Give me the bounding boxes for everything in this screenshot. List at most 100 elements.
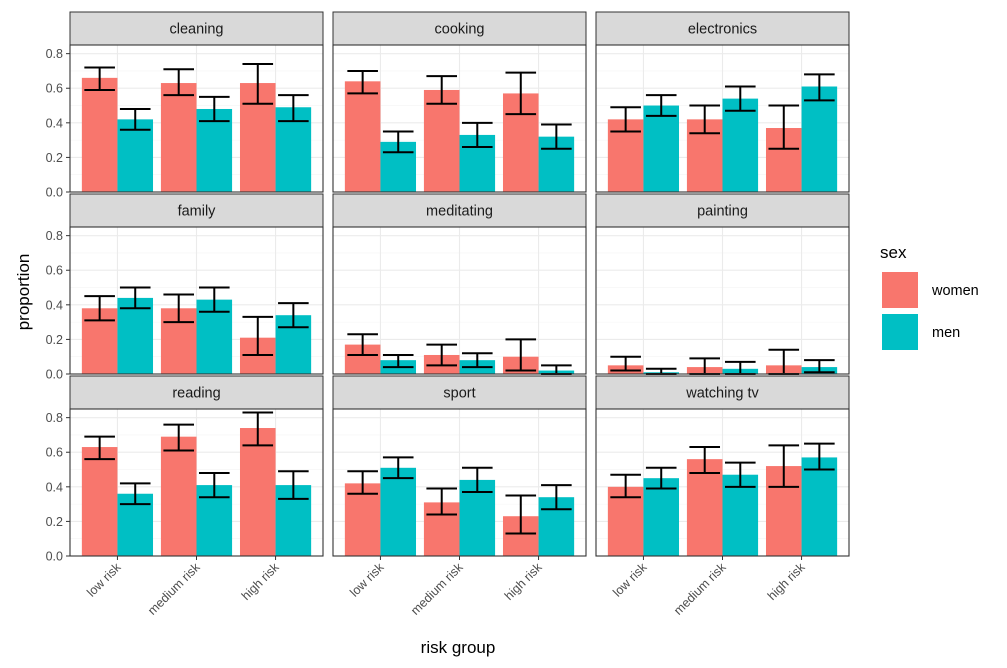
axis-titles: risk group proportion [14,254,495,657]
error-bar-women-high-risk [768,104,800,150]
x-tick-label: medium risk [145,560,203,618]
panel-cleaning: cleaning 0.0 0.2 0.4 0.6 0.8 [46,11,324,200]
error-bar-women-low-risk [610,106,641,133]
error-bar-women-low-risk [347,69,378,95]
error-bar-men-medium-risk [461,466,493,494]
error-bar-women-medium-risk [163,423,195,452]
error-bar-women-medium-risk [426,75,458,105]
bar-women-medium-risk [160,436,197,556]
panel-border [69,44,324,193]
x-tick-label: low risk [347,560,387,600]
y-tick-label: 0.2 [46,515,63,529]
x-tick-label: low risk [610,560,650,600]
error-bar-men-high-risk [278,470,309,500]
error-bar-men-medium-risk [198,95,230,123]
y-tick-label: 0.2 [46,151,63,165]
error-bar-men-high-risk [278,302,309,329]
y-tick-label: 0.2 [46,333,63,347]
bar-women-low-risk [81,447,118,556]
y-tick-label: 0.0 [46,550,63,564]
error-bar-men-low-risk [119,286,151,310]
y-axis-title: proportion [14,254,33,331]
panel-family: family 0.0 0.2 0.4 0.6 0.8 [46,193,324,382]
y-tick-label: 0.6 [46,264,63,278]
legend-label-men: men [932,325,960,341]
panel-cooking: cooking [332,11,587,193]
error-bar-women-high-risk [768,444,800,488]
chart-panels: cleaning 0.0 0.2 0.4 0.6 0.8 cooking electronic… [46,11,850,618]
y-tick-label: 0.8 [46,47,63,61]
error-bar-men-medium-risk [724,85,756,112]
error-bar-women-low-risk [610,473,641,499]
panel-title: cooking [435,22,485,38]
y-tick-label: 0.4 [46,480,63,494]
x-tick-label: high risk [239,560,282,603]
bar-women-low-risk [81,77,118,192]
legend-key-men [882,314,918,350]
bar-men-low-risk [643,478,680,556]
panel-border [69,226,324,375]
x-tick-label: high risk [765,560,808,603]
panel-title: sport [443,386,475,402]
x-tick-label: medium risk [671,560,729,618]
error-bar-women-medium-risk [689,104,721,135]
error-bar-men-medium-risk [461,352,493,369]
bar-women-low-risk [344,483,381,556]
error-bar-women-low-risk [84,66,115,91]
panel-painting: painting [595,193,850,375]
bar-women-medium-risk [423,89,460,192]
bar-men-medium-risk [722,98,759,192]
panel-title: meditating [426,204,493,220]
error-bar-men-low-risk [119,482,151,506]
legend-key-women [882,272,918,308]
bar-women-low-risk [344,81,381,192]
bar-men-high-risk [801,86,838,192]
strip-cooking [332,11,587,46]
panel-border [332,44,587,193]
y-tick-label: 0.6 [46,82,63,96]
bar-women-low-risk [607,486,644,556]
error-bar-women-high-risk [242,411,274,447]
error-bar-men-high-risk [541,123,572,150]
panel-border [595,44,850,193]
error-bar-women-medium-risk [163,68,195,97]
bar-men-medium-risk [722,474,759,556]
x-tick-label: low risk [84,560,124,600]
legend-title: sex [880,243,907,262]
error-bar-men-high-risk [804,359,835,374]
panel-meditating: meditating [332,193,587,375]
strip-watching-tv [595,375,850,410]
strip-painting [595,193,850,228]
bar-women-medium-risk [686,459,723,556]
y-tick-label: 0.6 [46,446,63,460]
error-bar-women-medium-risk [689,446,721,474]
strip-electronics [595,11,850,46]
error-bar-women-high-risk [505,71,537,116]
bar-women-medium-risk [160,83,197,192]
bar-women-high-risk [239,428,276,556]
error-bar-women-high-risk [505,494,537,535]
bar-men-medium-risk [196,108,233,192]
panel-electronics: electronics [595,11,850,193]
error-bar-women-high-risk [242,315,274,356]
panel-reading: reading 0.0 0.2 0.4 0.6 0.8 low risk medium ris… [46,375,324,618]
error-bar-men-high-risk [541,484,572,511]
panel-title: painting [697,204,748,220]
panel-title: watching tv [685,386,759,402]
error-bar-men-medium-risk [724,461,756,488]
legend-label-women: women [931,283,979,299]
bar-men-low-risk [643,105,680,192]
y-tick-label: 0.8 [46,411,63,425]
error-bar-men-low-risk [645,94,677,117]
panel-title: family [178,204,217,220]
bar-men-low-risk [117,297,154,374]
error-bar-men-medium-risk [198,286,230,313]
error-bar-men-high-risk [804,73,835,102]
panel-title: electronics [688,22,757,38]
panel-title: reading [172,386,220,402]
bar-men-low-risk [380,467,417,556]
error-bar-men-low-risk [382,130,414,154]
y-tick-label: 0.0 [46,186,63,200]
panel-title: cleaning [169,22,223,38]
